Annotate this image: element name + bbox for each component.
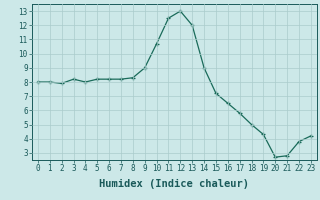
X-axis label: Humidex (Indice chaleur): Humidex (Indice chaleur)	[100, 179, 249, 189]
